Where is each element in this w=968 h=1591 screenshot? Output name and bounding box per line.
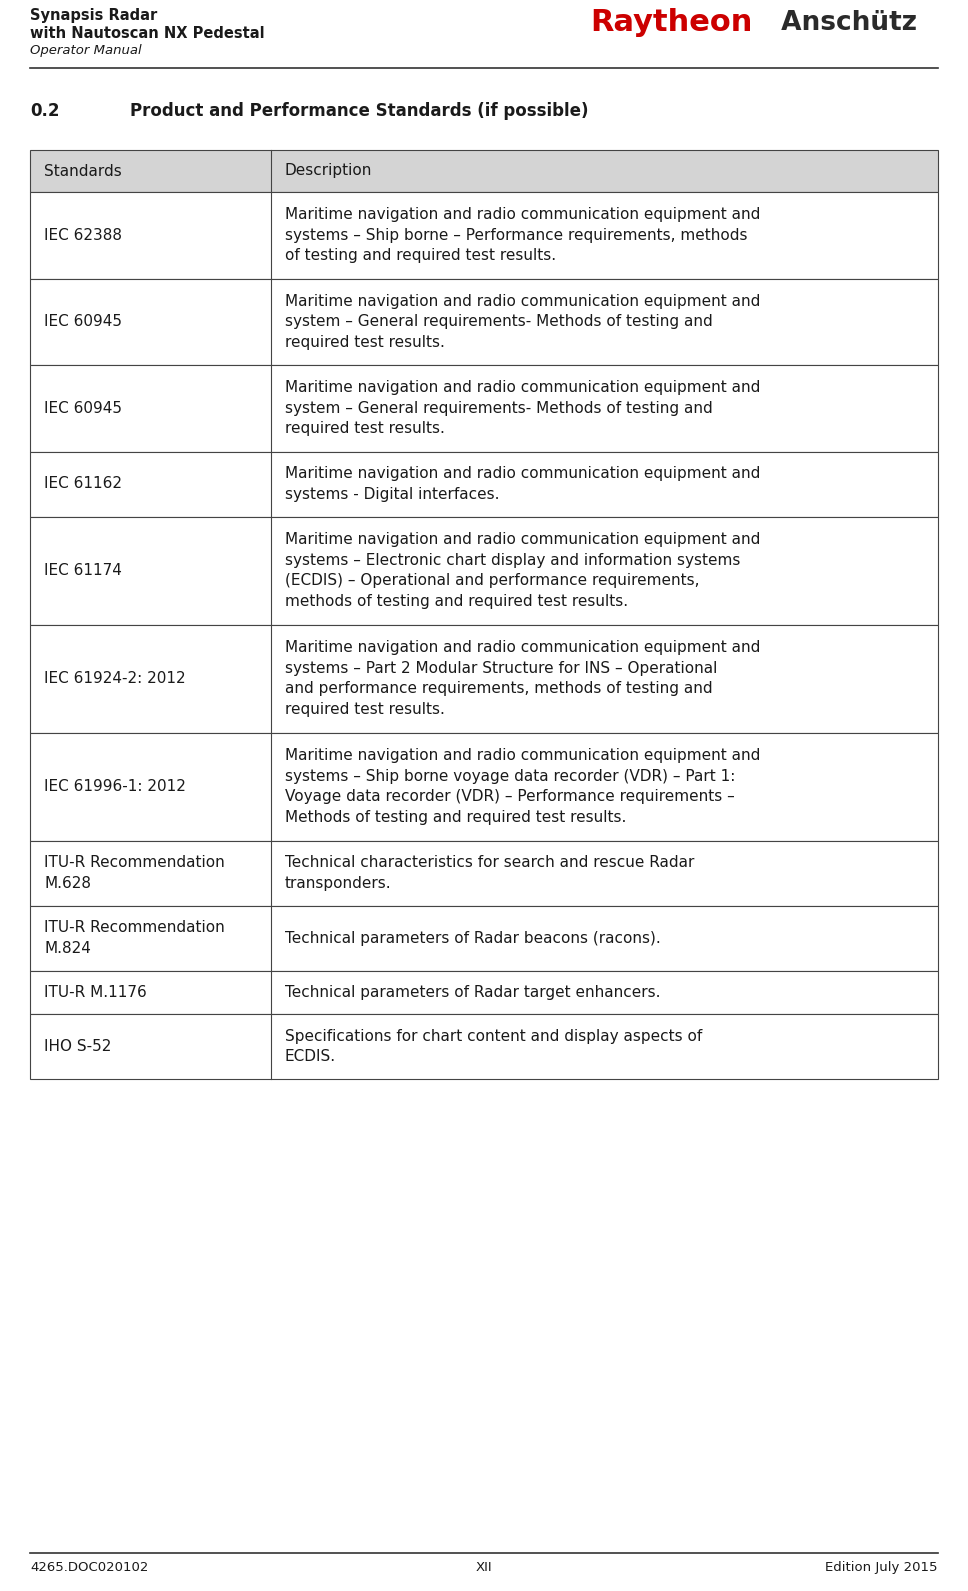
Text: Anschütz: Anschütz <box>772 10 917 37</box>
Text: Product and Performance Standards (if possible): Product and Performance Standards (if po… <box>130 102 589 119</box>
Bar <box>30 150 938 193</box>
Text: Maritime navigation and radio communication equipment and
system – General requi: Maritime navigation and radio communicat… <box>285 294 760 350</box>
Text: Maritime navigation and radio communication equipment and
systems – Part 2 Modul: Maritime navigation and radio communicat… <box>285 641 760 716</box>
Bar <box>30 517 938 625</box>
Bar <box>30 625 938 732</box>
Text: Maritime navigation and radio communication equipment and
systems – Ship borne –: Maritime navigation and radio communicat… <box>285 207 760 263</box>
Bar <box>30 905 938 971</box>
Text: with Nautoscan NX Pedestal: with Nautoscan NX Pedestal <box>30 25 264 41</box>
Text: IEC 60945: IEC 60945 <box>44 401 122 415</box>
Text: IEC 60945: IEC 60945 <box>44 315 122 329</box>
Text: Standards: Standards <box>44 164 122 178</box>
Text: IEC 61924-2: 2012: IEC 61924-2: 2012 <box>44 671 186 686</box>
Text: Maritime navigation and radio communication equipment and
systems – Ship borne v: Maritime navigation and radio communicat… <box>285 748 760 824</box>
Text: XII: XII <box>475 1561 493 1573</box>
Text: Technical parameters of Radar target enhancers.: Technical parameters of Radar target enh… <box>285 985 660 999</box>
Text: Description: Description <box>285 164 372 178</box>
Bar <box>30 1013 938 1079</box>
Text: IEC 61996-1: 2012: IEC 61996-1: 2012 <box>44 780 186 794</box>
Text: Raytheon: Raytheon <box>590 8 752 37</box>
Text: Technical parameters of Radar beacons (racons).: Technical parameters of Radar beacons (r… <box>285 931 660 945</box>
Bar <box>30 278 938 364</box>
Bar <box>30 452 938 517</box>
Text: 0.2: 0.2 <box>30 102 59 119</box>
Text: 4265.DOC020102: 4265.DOC020102 <box>30 1561 148 1573</box>
Text: Edition July 2015: Edition July 2015 <box>826 1561 938 1573</box>
Text: ITU-R M.1176: ITU-R M.1176 <box>44 985 147 999</box>
Bar <box>30 732 938 840</box>
Text: Maritime navigation and radio communication equipment and
system – General requi: Maritime navigation and radio communicat… <box>285 380 760 436</box>
Text: ITU-R Recommendation
M.628: ITU-R Recommendation M.628 <box>44 856 225 891</box>
Text: Synapsis Radar: Synapsis Radar <box>30 8 157 22</box>
Text: Maritime navigation and radio communication equipment and
systems - Digital inte: Maritime navigation and radio communicat… <box>285 466 760 501</box>
Bar <box>30 364 938 452</box>
Text: Maritime navigation and radio communication equipment and
systems – Electronic c: Maritime navigation and radio communicat… <box>285 533 760 609</box>
Text: IEC 61174: IEC 61174 <box>44 563 122 578</box>
Text: IHO S-52: IHO S-52 <box>44 1039 111 1053</box>
Text: IEC 61162: IEC 61162 <box>44 476 122 492</box>
Text: ITU-R Recommendation
M.824: ITU-R Recommendation M.824 <box>44 920 225 956</box>
Text: IEC 62388: IEC 62388 <box>44 228 122 243</box>
Text: Specifications for chart content and display aspects of
ECDIS.: Specifications for chart content and dis… <box>285 1029 702 1064</box>
Bar <box>30 971 938 1013</box>
Text: Technical characteristics for search and rescue Radar
transponders.: Technical characteristics for search and… <box>285 856 694 891</box>
Bar <box>30 840 938 905</box>
Bar <box>30 193 938 278</box>
Text: Operator Manual: Operator Manual <box>30 45 141 57</box>
